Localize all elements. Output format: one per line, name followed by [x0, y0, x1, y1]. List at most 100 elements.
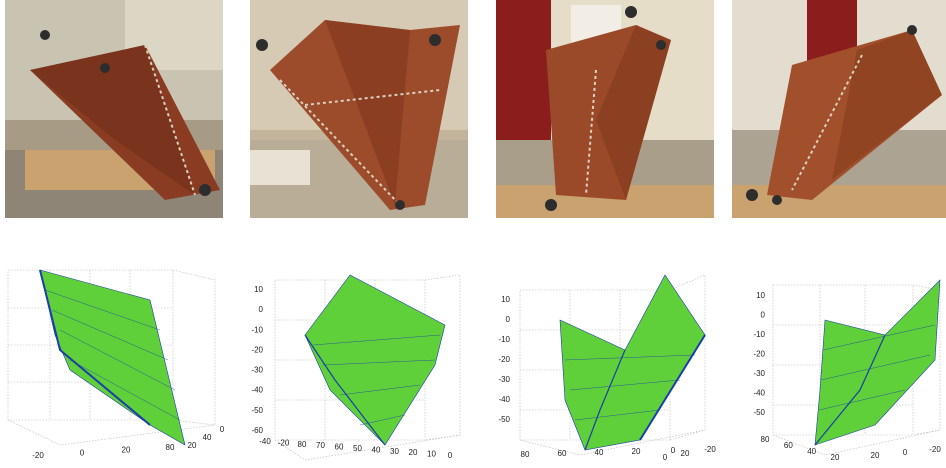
tick-label: -20 [929, 445, 941, 454]
clamp [907, 25, 917, 35]
surface [814, 279, 941, 446]
tick-label: 20 [831, 453, 840, 462]
tick-label: 0 [220, 425, 225, 434]
left-axis-ticks: -40 -20 80 70 60 50 40 30 20 10 0 [259, 437, 453, 460]
tick-label: 40 [595, 448, 604, 457]
tick-label: 0 [506, 315, 511, 324]
copper-sheet-shade [832, 30, 942, 180]
z-axis-ticks: 10 0 -10 -20 -30 -40 -50 [753, 291, 765, 417]
tick-label: -40 [498, 395, 510, 404]
tick-label: -50 [753, 408, 765, 417]
tick-label: -50 [251, 406, 263, 415]
tick-label: 60 [784, 441, 793, 450]
tick-label: 0 [671, 446, 676, 455]
tick-label: 10 [501, 295, 510, 304]
clamp [100, 63, 110, 73]
z-axis-ticks: 10 0 -10 -20 -30 -40 -50 [498, 295, 510, 424]
left-axis-ticks: 80 60 40 20 [761, 435, 840, 462]
tick-label: -20 [498, 355, 510, 364]
tick-label: 40 [203, 433, 212, 442]
plot-1: -20 0 20 80 20 40 0 [0, 250, 235, 466]
tick-label: -20 [704, 445, 716, 454]
seam-line [279, 79, 401, 206]
tick-label: 60 [335, 443, 344, 452]
tick-label: 10 [427, 450, 436, 459]
seam-line [791, 54, 863, 191]
tick-label: -20 [32, 451, 44, 460]
tick-label: 0 [761, 311, 766, 320]
photo-2 [250, 0, 468, 218]
clamp [545, 199, 557, 211]
surface [304, 274, 446, 446]
clamp [256, 39, 268, 51]
tick-label: 0 [80, 448, 85, 457]
tick-label: -20 [278, 438, 290, 447]
tick-label: 20 [188, 441, 197, 450]
tick-label: -30 [753, 369, 765, 378]
tick-label: -30 [498, 375, 510, 384]
tick-label: -40 [251, 386, 263, 395]
tick-label: 0 [259, 305, 264, 314]
plot-3: 10 0 -10 -20 -30 -40 -50 80 60 40 20 0 -20 0 20 [490, 250, 725, 466]
tick-label: -40 [259, 437, 271, 446]
z-axis-ticks: 10 0 -10 -20 -30 -40 -50 -60 [251, 285, 263, 435]
tick-label: -60 [251, 426, 263, 435]
photo-wood-frame [732, 185, 946, 218]
clamp [625, 6, 637, 18]
tick-label: 80 [761, 435, 770, 444]
seam-line [304, 89, 441, 106]
clamp [656, 40, 666, 50]
right-axis-ticks: 20 0 -20 [871, 445, 942, 460]
right-axis-ticks: 20 40 0 [188, 425, 225, 450]
tick-label: 20 [409, 448, 418, 457]
tick-label: 80 [298, 440, 307, 449]
tick-label: 40 [807, 447, 816, 456]
photo-4 [732, 0, 946, 218]
left-axis-ticks: 80 60 40 20 0 -20 [521, 445, 717, 459]
photo-door [496, 0, 551, 140]
seam-line [585, 69, 597, 196]
tick-label: -50 [498, 415, 510, 424]
tick-label: 40 [372, 445, 381, 454]
clamp [746, 189, 758, 201]
tick-label: 0 [903, 448, 908, 457]
tick-label: -40 [753, 389, 765, 398]
photo-table [250, 150, 310, 185]
tick-label: -30 [251, 366, 263, 375]
tick-label: -10 [251, 325, 263, 334]
seam-line [144, 44, 196, 196]
tick-label: 20 [122, 446, 131, 455]
plot-4: 10 0 -10 -20 -30 -40 -50 80 60 40 20 20 0 -20 [735, 250, 946, 466]
tick-label: 0 [663, 453, 668, 462]
tick-label: -10 [753, 330, 765, 339]
tick-label: -20 [753, 350, 765, 359]
copper-sheet-shade [325, 20, 410, 205]
tick-label: 80 [166, 443, 175, 452]
tick-label: 50 [353, 444, 362, 453]
tick-label: -10 [498, 335, 510, 344]
left-axis-ticks: -20 0 20 80 [32, 443, 175, 460]
clamp [429, 34, 441, 46]
surface [39, 269, 186, 446]
tick-label: 80 [521, 450, 530, 459]
tick-label: 10 [756, 291, 765, 300]
copper-sheet-shade [596, 25, 671, 200]
tick-label: 20 [632, 447, 641, 456]
tick-label: 70 [316, 441, 325, 450]
surface [559, 274, 706, 451]
clamp [395, 200, 405, 210]
tick-label: 10 [254, 285, 263, 294]
tick-label: 30 [390, 447, 399, 456]
photo-1 [5, 0, 223, 218]
right-axis-ticks: 0 20 [663, 449, 690, 462]
plot-2: 10 0 -10 -20 -30 -40 -50 -60 -40 -20 80 70 60 50 40 30… [245, 250, 480, 466]
copper-sheet-shade [30, 45, 195, 195]
clamp [199, 184, 211, 196]
tick-label: -20 [251, 345, 263, 354]
photo-3 [496, 0, 714, 218]
tick-label: 60 [558, 449, 567, 458]
tick-label: 20 [871, 451, 880, 460]
tick-label: 0 [448, 451, 453, 460]
tick-label: 20 [681, 449, 690, 458]
clamp [40, 30, 50, 40]
